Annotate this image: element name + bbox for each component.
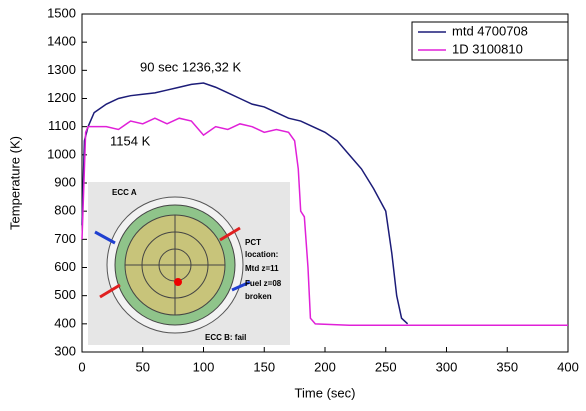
x-tick-label: 250 (375, 359, 397, 374)
x-tick-label: 150 (253, 359, 275, 374)
annotation: 90 sec 1236,32 K (140, 59, 242, 74)
x-tick-label: 350 (496, 359, 518, 374)
y-axis-label: Temperature (K) (7, 136, 22, 230)
x-tick-label: 400 (557, 359, 579, 374)
arrow (94, 230, 116, 245)
y-tick-label: 1000 (47, 146, 76, 161)
y-tick-label: 1100 (48, 118, 76, 133)
y-tick-label: 900 (54, 174, 76, 189)
y-tick-label: 400 (54, 315, 76, 330)
y-tick-label: 800 (54, 203, 76, 218)
arrow (219, 226, 241, 242)
pct-marker (174, 278, 182, 286)
arrow (99, 283, 121, 299)
inset-label: location: (245, 250, 278, 259)
inset-label: PCT (245, 238, 261, 247)
annotation: 1154 K (110, 133, 151, 148)
inset-diagram: ECC A PCT location: Mtd z=11 Fuel z=08 b… (88, 182, 290, 345)
inset-label: ECC B: fail (205, 333, 246, 342)
inset-label: ECC A (112, 188, 137, 197)
y-tick-label: 700 (54, 231, 76, 246)
y-tick-label: 1300 (47, 62, 76, 77)
y-tick-label: 1500 (47, 5, 76, 20)
arrow (231, 280, 251, 292)
series-line (81, 117, 568, 326)
x-tick-label: 100 (193, 359, 215, 374)
y-tick-label: 300 (54, 343, 76, 358)
y-tick-label: 1200 (47, 90, 76, 105)
inset-label: Mtd z=11 (245, 264, 279, 273)
y-tick-label: 500 (54, 287, 76, 302)
x-tick-label: 300 (436, 359, 458, 374)
y-tick-label: 600 (54, 259, 76, 274)
inset-label: Fuel z=08 (245, 279, 282, 288)
legend-label: mtd 4700708 (452, 23, 528, 38)
series-line (81, 82, 409, 325)
inset-label: broken (245, 292, 272, 301)
x-axis-label: Time (sec) (295, 385, 356, 400)
x-tick-label: 50 (136, 359, 150, 374)
legend (411, 21, 569, 61)
legend-label: 1D 3100810 (452, 41, 523, 56)
y-tick-label: 1400 (47, 34, 76, 49)
x-tick-label: 200 (314, 359, 336, 374)
x-tick-label: 0 (78, 359, 85, 374)
